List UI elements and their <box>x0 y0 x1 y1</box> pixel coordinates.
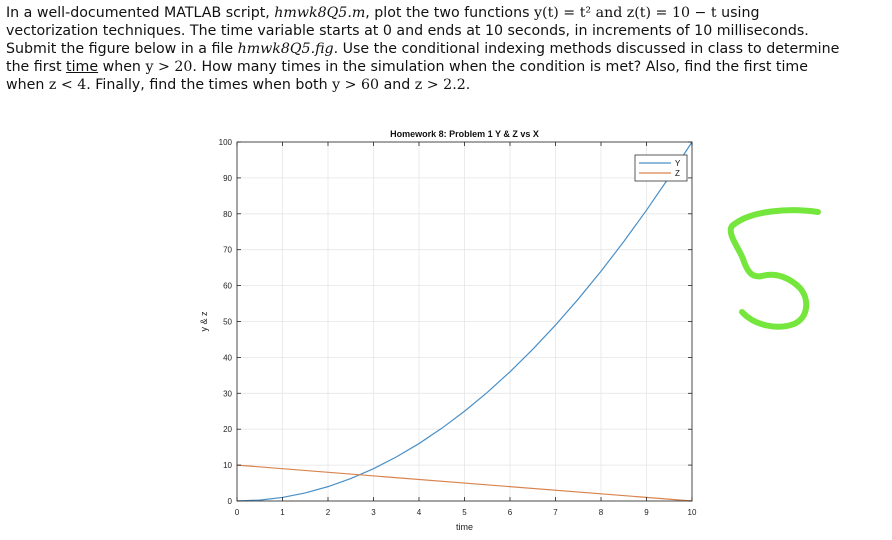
text: when <box>6 77 49 93</box>
text: Submit the figure below in a file <box>6 41 238 57</box>
condition-y60: y > 60 <box>332 77 380 93</box>
text: and <box>379 77 415 93</box>
script-filename: hmwk8Q5.m <box>274 5 366 21</box>
legend-label-z: Z <box>675 169 680 178</box>
x-tick-label: 4 <box>417 508 422 517</box>
problem-line-5: when z < 4. Finally, find the times when… <box>6 76 886 94</box>
problem-line-3: Submit the figure below in a file hmwk8Q… <box>6 40 886 58</box>
y-tick-label: 70 <box>223 246 232 255</box>
x-tick-label: 8 <box>599 508 604 517</box>
condition-z22: z > 2.2 <box>414 77 466 93</box>
legend-label-y: Y <box>675 159 681 168</box>
condition-z: z < 4 <box>48 77 87 93</box>
x-tick-label: 6 <box>508 508 513 517</box>
grid <box>236 141 693 502</box>
y-tick-label: 90 <box>223 174 232 183</box>
x-tick-label: 9 <box>644 508 649 517</box>
text: In a well-documented MATLAB script, <box>6 5 275 21</box>
y-tick-label: 30 <box>223 389 232 398</box>
problem-line-4: the first time when y > 20. How many tim… <box>6 58 886 76</box>
function-definitions: y(t) = t² and z(t) = 10 − t <box>534 5 717 21</box>
problem-line-2: vectorization techniques. The time varia… <box>6 23 809 39</box>
x-tick-label: 2 <box>326 508 331 517</box>
x-tick-label: 5 <box>462 508 467 517</box>
text: . How many times in the simulation when … <box>192 59 808 75</box>
handwritten-five-stroke <box>727 207 821 330</box>
y-axis-label: y & z <box>199 311 209 332</box>
y-tick-label: 10 <box>223 461 232 470</box>
y-tick-label: 100 <box>219 138 233 147</box>
chart-title: Homework 8: Problem 1 Y & Z vs X <box>390 129 539 139</box>
x-axis-label: time <box>456 522 473 532</box>
problem-line-1: In a well-documented MATLAB script, hmwk… <box>6 4 886 22</box>
x-tick-label: 3 <box>371 508 376 517</box>
handwritten-answer <box>727 207 821 330</box>
y-tick-label: 0 <box>228 497 233 506</box>
problem-statement: In a well-documented MATLAB script, hmwk… <box>6 4 886 94</box>
series-line-z <box>236 464 693 502</box>
y-tick-label: 20 <box>223 425 232 434</box>
y-tick-label: 50 <box>223 318 232 327</box>
y-tick-label: 80 <box>223 210 232 219</box>
x-tick-label: 10 <box>688 508 697 517</box>
series-layer <box>236 141 693 502</box>
underlined-time: time <box>66 59 99 75</box>
text: , plot the two functions <box>365 5 535 21</box>
y-tick-label: 40 <box>223 353 232 362</box>
text: using <box>716 5 760 21</box>
figure-filename: hmwk8Q5.fig <box>237 41 334 57</box>
text: . Finally, find the times when both <box>86 77 333 93</box>
legend: YZ <box>634 154 688 182</box>
x-tick-label: 7 <box>553 508 558 517</box>
text: when <box>98 59 146 75</box>
legend-box <box>634 154 688 182</box>
y-tick-label: 60 <box>223 282 232 291</box>
condition-y: y > 20 <box>145 59 193 75</box>
x-tick-label: 0 <box>235 508 240 517</box>
text: the first <box>6 59 67 75</box>
text: . <box>465 77 471 93</box>
x-tick-label: 1 <box>280 508 285 517</box>
series-line-y <box>236 141 693 502</box>
text: . Use the conditional indexing methods d… <box>333 41 840 57</box>
